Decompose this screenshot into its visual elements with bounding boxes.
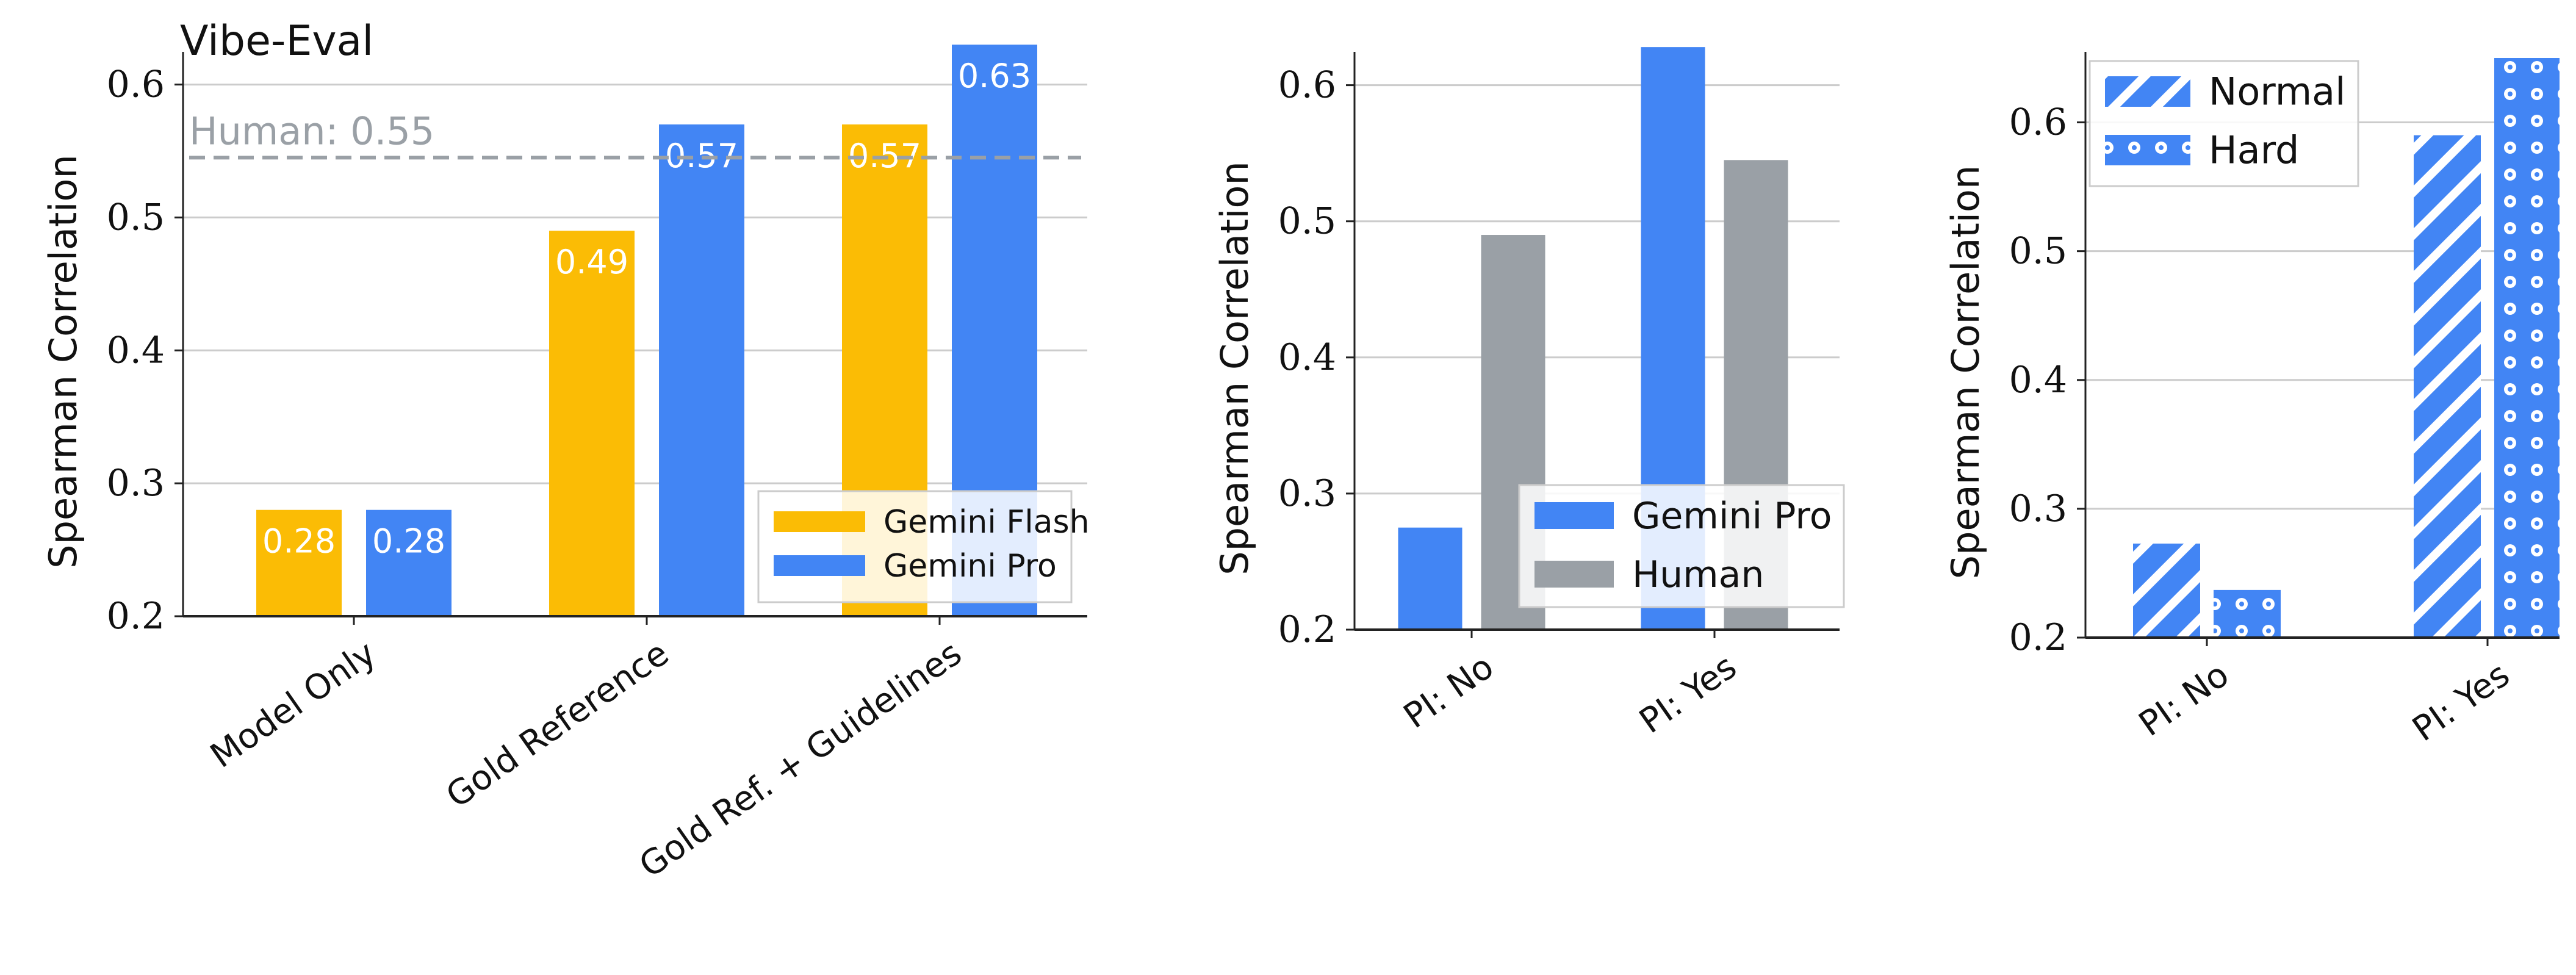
y-tick-label: 0.4 <box>107 329 165 372</box>
legend: Gemini Flash Gemini Pro <box>757 490 1090 603</box>
y-tick-label: 0.2 <box>107 595 165 638</box>
bars-group <box>2133 58 2560 638</box>
bar-normal-0 <box>2133 543 2200 638</box>
bar-gemini-pro-0 <box>1398 527 1462 630</box>
legend-label: Gemini Pro <box>883 548 1057 585</box>
x-tick-label: PI: No <box>2132 655 2236 744</box>
bar-value-label: 0.49 <box>555 243 628 281</box>
bar-hard-0 <box>2214 589 2281 638</box>
y-tick-label: 0.2 <box>1278 608 1336 651</box>
legend-swatch-gemini-flash <box>774 511 865 532</box>
x-tick-label: Gold Ref. + Guidelines <box>632 633 969 885</box>
legend: Normal Hard <box>2089 60 2359 187</box>
y-tick-label: 0.4 <box>2009 359 2067 401</box>
legend-swatch-human <box>1534 561 1614 588</box>
human-reference-label: Human: 0.55 <box>189 109 434 153</box>
y-axis-label: Spearman Correlation <box>1212 161 1257 575</box>
y-tick-label: 0.2 <box>2009 616 2067 659</box>
y-tick-label: 0.6 <box>2009 101 2067 144</box>
x-tick-label: Gold Reference <box>439 633 676 816</box>
bar-gemini-pro-1 <box>659 124 744 616</box>
y-tick-label: 0.5 <box>107 196 165 239</box>
bar-value-label: 0.63 <box>958 57 1031 95</box>
y-tick-label: 0.4 <box>1278 336 1336 379</box>
legend-label: Gemini Pro <box>1632 495 1832 538</box>
chart-title: Vibe-Eval <box>180 17 373 65</box>
bar-hard-1 <box>2494 58 2560 638</box>
y-tick-label: 0.6 <box>107 63 165 106</box>
y-tick-label: 0.6 <box>1278 64 1336 107</box>
y-tick-label: 0.3 <box>107 462 165 505</box>
bar-value-label: 0.28 <box>372 522 445 561</box>
y-tick-label: 0.5 <box>2009 230 2067 273</box>
legend-swatch-gemini-pro <box>774 555 865 576</box>
legend-swatch-normal <box>2105 76 2190 107</box>
y-tick-label: 0.3 <box>2009 487 2067 530</box>
legend-label: Normal <box>2209 70 2345 114</box>
bars-group <box>256 45 1037 616</box>
legend-label: Hard <box>2209 128 2299 173</box>
legend-frame <box>757 490 1073 603</box>
legend: Gemini Pro Human <box>1518 484 1845 608</box>
legend-label: Gemini Flash <box>883 504 1090 541</box>
bar-gemini-flash-1 <box>549 231 635 616</box>
y-axis-label: Spearman Correlation <box>41 154 85 569</box>
panel-1: 0.2 0.3 0.4 0.5 0.6 Spearman Correlation Vibe-… <box>41 17 1090 886</box>
x-tick-label: PI: No <box>1397 647 1501 736</box>
y-tick-label: 0.3 <box>1278 472 1336 515</box>
y-tick-label: 0.5 <box>1278 200 1336 243</box>
panel-3: 0.2 0.3 0.4 0.5 0.6 Spearman Correlation PI: N… <box>1943 52 2560 749</box>
x-tick-label: PI: Yes <box>2405 655 2517 749</box>
legend-label: Human <box>1632 553 1764 596</box>
bar-normal-1 <box>2414 135 2481 638</box>
x-tick-label: PI: Yes <box>1632 647 1744 741</box>
y-axis-label: Spearman Correlation <box>1943 165 1988 580</box>
x-tick-label: Model Only <box>203 633 383 775</box>
bar-gemini-pro-0 <box>366 509 452 616</box>
legend-swatch-hard <box>2105 135 2190 165</box>
bar-gemini-flash-0 <box>256 509 342 616</box>
panel-2: 0.2 0.3 0.4 0.5 0.6 Spearman Correlation PI: N… <box>1212 47 1845 741</box>
bar-value-label: 0.28 <box>262 522 336 561</box>
legend-swatch-gemini-pro <box>1534 502 1614 529</box>
